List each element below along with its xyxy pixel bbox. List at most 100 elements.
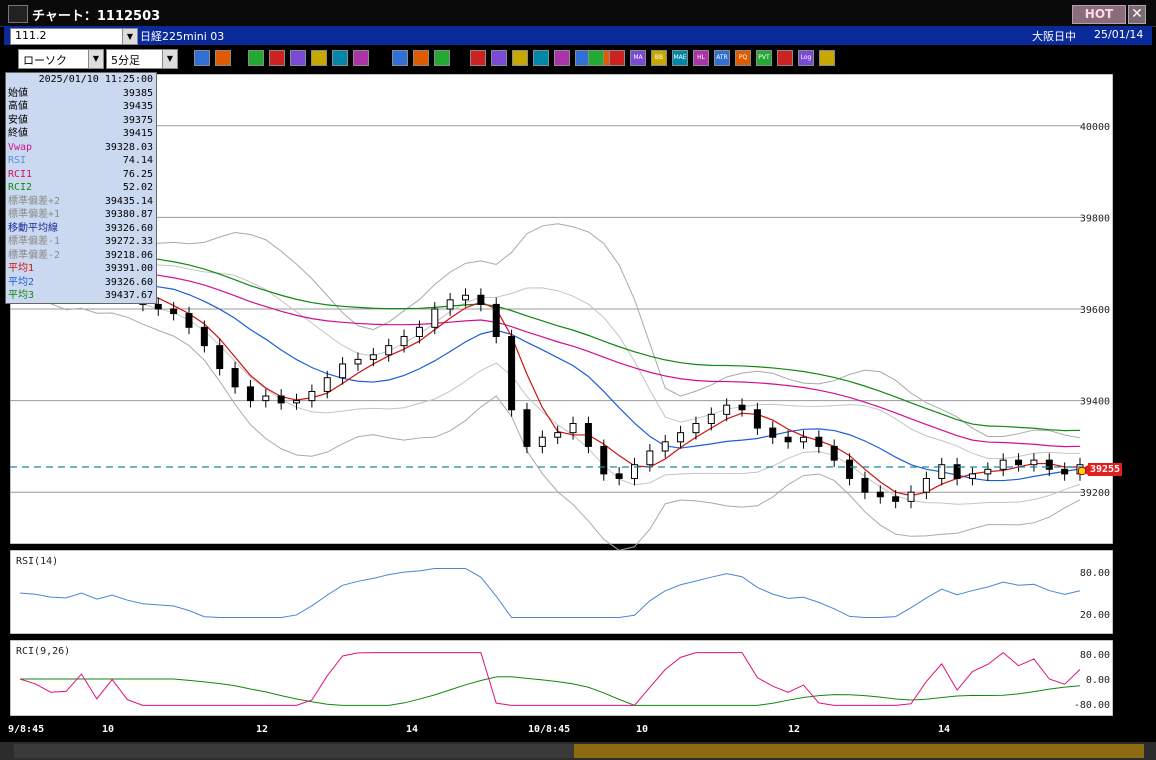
button-glyph: [534, 51, 548, 65]
data-key: 平均3: [8, 290, 35, 301]
data-key: 高値: [8, 101, 28, 112]
panel-separator: [10, 544, 1113, 550]
data-row: 高値 39435: [6, 100, 156, 114]
all-icon[interactable]: [434, 50, 450, 66]
data-row: 平均1 39391.00: [6, 262, 156, 276]
button-glyph: [270, 51, 284, 65]
button-glyph: [513, 51, 527, 65]
chevron-down-icon[interactable]: ▼: [122, 29, 137, 44]
chevron-down-icon[interactable]: ▼: [88, 50, 103, 68]
square-icon[interactable]: [777, 50, 793, 66]
data-value: 39218.06: [104, 249, 153, 261]
data-key: RSI: [8, 155, 27, 166]
rci-panel-label: RCI(9,26): [16, 646, 70, 657]
compare-icon[interactable]: [413, 50, 429, 66]
chart-area[interactable]: 40000 39800 39600 39400 39200 80.00 20.00 RSI(1…: [10, 74, 1113, 716]
hot-button[interactable]: HOT: [1072, 5, 1126, 24]
zoom-icon[interactable]: [194, 50, 210, 66]
candle-body: [876, 491, 884, 498]
candle-body: [861, 477, 869, 493]
bollinger-lower-1-line: [19, 276, 1081, 505]
candle-body: [216, 345, 224, 370]
chart-svg[interactable]: 40000 39800 39600 39400 39200 80.00 20.00 RSI(1…: [10, 74, 1113, 716]
data-value: 39435.14: [104, 195, 153, 207]
button-label: Log: [800, 54, 812, 61]
rsi-panel-label: RSI(14): [16, 556, 58, 567]
draw-icon[interactable]: [269, 50, 285, 66]
info-bar: 111.2 ▼ 日経225mini 03 大阪日中 25/01/14: [4, 26, 1152, 45]
overview-scrollbar[interactable]: [0, 742, 1156, 760]
x-label: 10: [102, 724, 115, 735]
candle-body: [907, 491, 915, 502]
data-value: 39435: [122, 101, 153, 112]
button-glyph: [216, 51, 230, 65]
candle-body: [999, 459, 1007, 470]
candle-body: [231, 368, 239, 388]
ma-button[interactable]: MA: [630, 50, 646, 66]
session-name: 大阪日中: [1032, 30, 1076, 43]
search-icon[interactable]: [491, 50, 507, 66]
hl-button[interactable]: HL: [693, 50, 709, 66]
candle-body: [308, 390, 316, 402]
data-key: 移動平均線: [8, 222, 58, 234]
candle-icon[interactable]: [392, 50, 408, 66]
mae-button[interactable]: MAE: [672, 50, 688, 66]
cursor-icon[interactable]: [290, 50, 306, 66]
grid-icon[interactable]: [215, 50, 231, 66]
pq-button[interactable]: PQ: [735, 50, 751, 66]
pvt-button[interactable]: PVT: [756, 50, 772, 66]
bollinger-upper-1-line: [20, 258, 1081, 460]
bar-icon[interactable]: [512, 50, 528, 66]
bb-button[interactable]: BB: [651, 50, 667, 66]
button-label: MAE: [673, 54, 687, 61]
candle-body: [953, 464, 961, 479]
code-select[interactable]: 111.2 ▼: [10, 28, 138, 45]
button-label: HL: [697, 54, 705, 61]
candle-body: [323, 377, 331, 392]
symbol-name: 日経225mini 03: [140, 30, 225, 43]
chart-type-select[interactable]: ローソク ▼: [18, 49, 104, 69]
rci-tick-label: -80.00: [1074, 700, 1110, 711]
close-button[interactable]: ✕: [1128, 5, 1146, 24]
data-key: 平均1: [8, 263, 35, 274]
button-glyph: [414, 51, 428, 65]
data-key: 標準偏差-2: [8, 249, 61, 261]
candle-body: [584, 423, 592, 447]
trash-icon[interactable]: [353, 50, 369, 66]
export-icon[interactable]: [819, 50, 835, 66]
chevron-down-icon[interactable]: ▼: [162, 50, 177, 68]
data-key: 終値: [8, 128, 28, 139]
candle-body: [185, 313, 193, 328]
candle-body: [646, 450, 654, 466]
download-icon[interactable]: [470, 50, 486, 66]
button-label: PQ: [738, 54, 748, 61]
candle-body: [769, 427, 777, 438]
plus-minus-icon[interactable]: [533, 50, 549, 66]
palette-icon[interactable]: [588, 50, 604, 66]
log-button[interactable]: Log: [798, 50, 814, 66]
candle-body: [492, 303, 500, 337]
contrast-icon[interactable]: [554, 50, 570, 66]
button-glyph: [354, 51, 368, 65]
timeframe-select[interactable]: 5分足 ▼: [106, 49, 178, 69]
data-row: 平均2 39326.60: [6, 276, 156, 290]
overview-day-2[interactable]: [574, 744, 1144, 758]
data-key: 標準偏差+2: [8, 195, 61, 207]
candle-body: [723, 404, 731, 415]
candle-body: [200, 326, 208, 347]
price-table-icon[interactable]: [609, 50, 625, 66]
x-label: 14: [938, 724, 951, 735]
overview-day-1[interactable]: [14, 744, 574, 758]
y-tick-label: 39400: [1080, 397, 1110, 408]
right-scroll-strip[interactable]: [1148, 74, 1156, 718]
atr-button[interactable]: ATR: [714, 50, 730, 66]
button-glyph: [249, 51, 263, 65]
document-icon[interactable]: [332, 50, 348, 66]
data-row: 移動平均線 39326.60: [6, 222, 156, 236]
rsi-line: [19, 568, 1081, 618]
data-value: 39326.60: [104, 276, 153, 288]
candle-body: [784, 436, 792, 443]
undo-icon[interactable]: [311, 50, 327, 66]
pencil-icon[interactable]: [248, 50, 264, 66]
data-value: 39391.00: [104, 263, 153, 274]
